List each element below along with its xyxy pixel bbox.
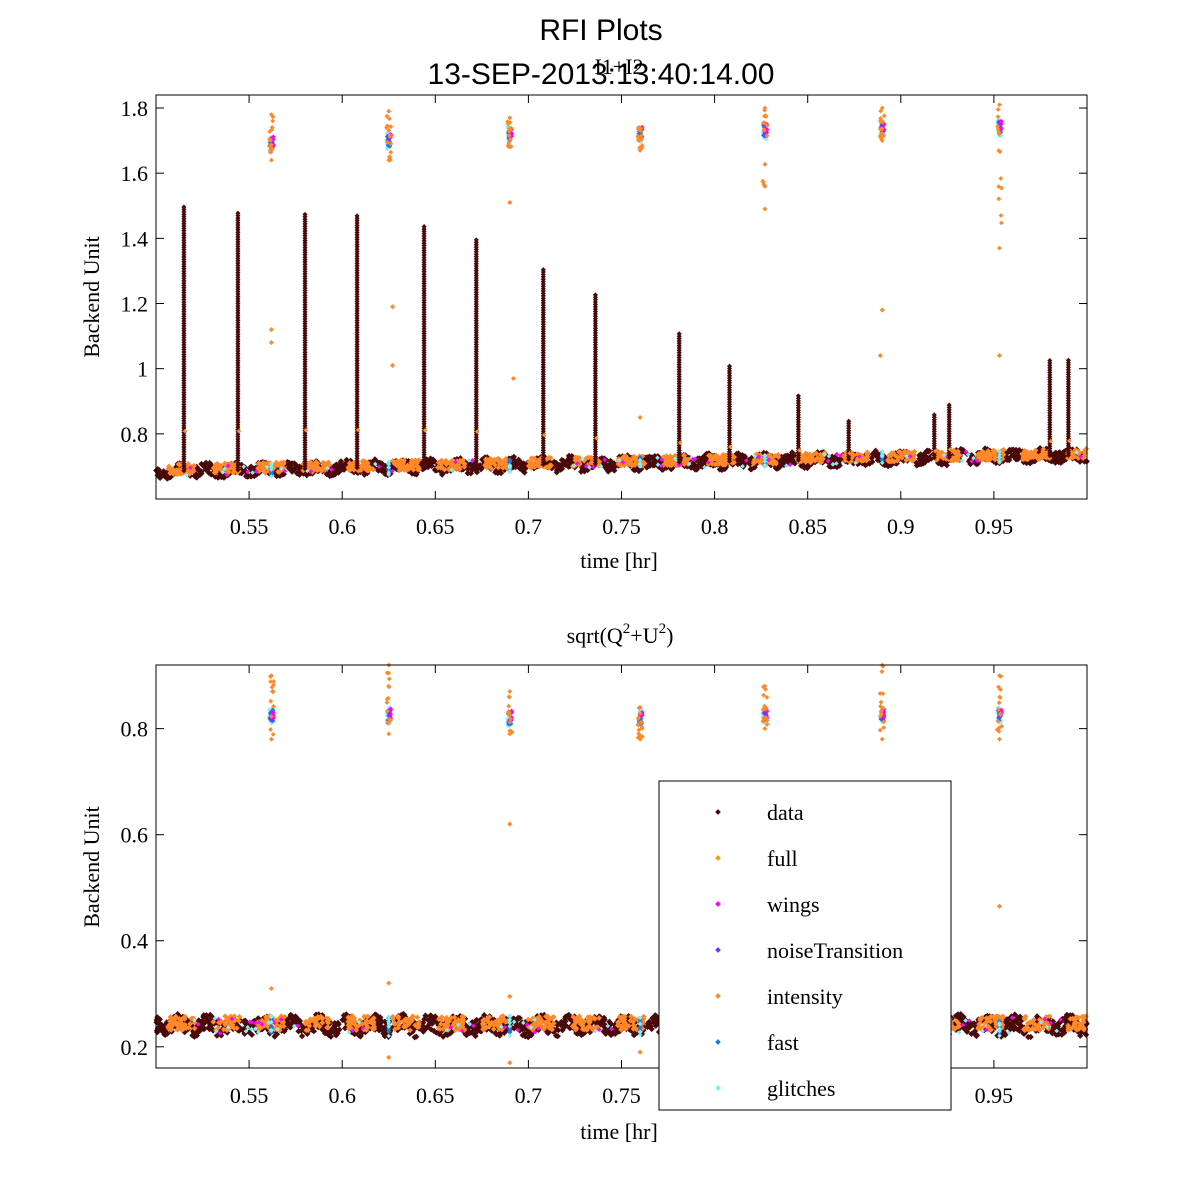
cal-intensity-point — [270, 118, 276, 124]
bottom-title-mid: +U — [630, 623, 658, 648]
outlier-point — [389, 304, 396, 310]
outlier-point — [268, 327, 274, 333]
cal-intensity-point — [507, 115, 513, 121]
y-tick-label: 1.4 — [121, 226, 149, 251]
y-tick-label: 1.6 — [121, 161, 149, 186]
x-tick-label: 0.7 — [515, 514, 543, 539]
bottom-title-end: ) — [666, 623, 673, 648]
figure-title: RFI Plots — [539, 14, 662, 47]
cal-intensity-point — [998, 220, 1004, 226]
top-panel-points — [153, 102, 1090, 482]
y-tick-label: 0.8 — [121, 422, 149, 447]
x-tick-label: 0.65 — [416, 514, 455, 539]
cal-intensity-point — [388, 149, 394, 155]
cal-intensity-point — [762, 206, 768, 212]
x-tick-label: 0.8 — [701, 514, 729, 539]
x-tick-label: 0.85 — [788, 514, 827, 539]
bottom-title-base: sqrt(Q — [567, 623, 623, 648]
outlier-point — [879, 307, 885, 313]
outlier-point — [507, 199, 513, 206]
y-tick-label: 1.8 — [121, 96, 149, 121]
cal-intensity-point — [388, 124, 394, 130]
cal-intensity-point — [997, 245, 1002, 251]
cal-intensity-point — [268, 157, 274, 163]
outlier-point — [877, 353, 883, 359]
y-tick-label: 1 — [137, 357, 148, 382]
y-tick-label: 1.2 — [121, 292, 149, 317]
bottom-panel-title: sqrt(Q2+U2) — [567, 621, 674, 648]
bottom-title-sup2: 2 — [659, 621, 667, 637]
figure-datetime: 13-SEP-2013:13:40:14.00 — [428, 58, 775, 91]
outlier-point — [510, 375, 517, 382]
cal-intensity-point — [762, 161, 768, 167]
outlier-point — [996, 353, 1003, 359]
cal-intensity-point — [996, 196, 1002, 202]
x-tick-label: 0.6 — [328, 514, 356, 539]
cal-intensity-point — [998, 176, 1004, 181]
x-tick-label: 0.75 — [602, 514, 641, 539]
top-panel-title: I1+I2 — [594, 54, 643, 79]
cal-intensity-point — [995, 114, 1001, 120]
x-tick-label: 0.55 — [230, 514, 269, 539]
outlier-point — [637, 414, 643, 421]
bottom-title-sup1: 2 — [623, 621, 631, 637]
outlier-point — [389, 362, 396, 368]
top-panel-ylabel: Backend Unit — [79, 236, 104, 358]
x-tick-label: 0.9 — [887, 514, 915, 539]
cal-intensity-point — [386, 108, 392, 114]
top-panel: 0.55 0.6 0.65 0.7 0.75 0.8 0.85 0.9 0.95 0.8 1 1.2 1… — [79, 94, 1090, 573]
cal-intensity-point — [998, 213, 1004, 218]
x-tick-label: 0.95 — [975, 514, 1014, 539]
cal-intensity-point — [997, 102, 1002, 108]
top-panel-xlabel: time [hr] — [580, 548, 658, 573]
outlier-point — [268, 340, 274, 346]
cal-intensity-point — [995, 107, 1001, 112]
cal-intensity-point — [881, 113, 887, 119]
